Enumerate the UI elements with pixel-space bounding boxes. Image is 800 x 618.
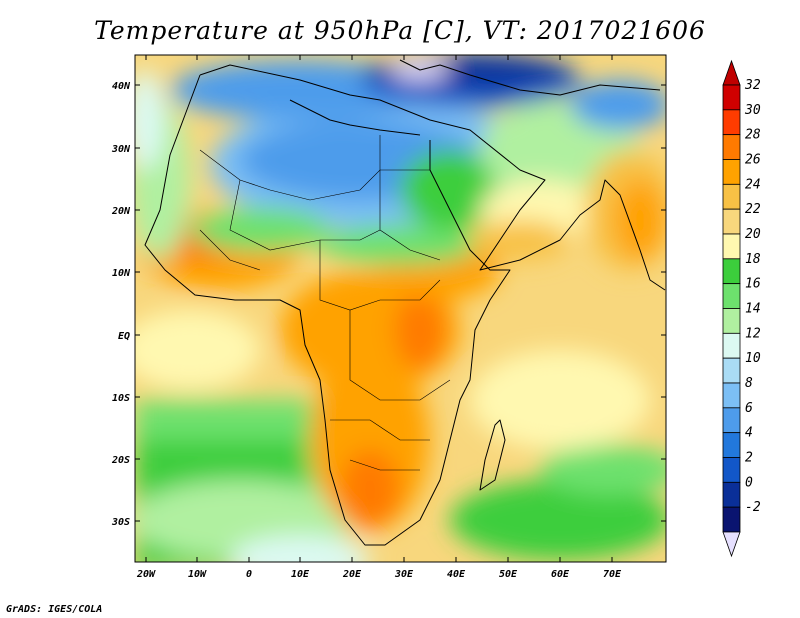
- colorbar-swatch: [722, 357, 741, 384]
- lon-label-0: 0: [246, 569, 252, 580]
- lon-label-40e: 40E: [447, 569, 466, 580]
- colorbar-swatch: [722, 283, 741, 309]
- colorbar-label: 2: [745, 451, 753, 466]
- colorbar-label: 8: [745, 376, 753, 391]
- colorbar-swatch: [722, 134, 741, 160]
- map-title: Temperature at 950hPa [C], VT: 201702160…: [94, 16, 706, 45]
- colorbar-label: 20: [745, 227, 761, 242]
- lat-label-eq: EQ: [118, 331, 130, 342]
- colorbar-top-arrow: [722, 59, 741, 86]
- colorbar-swatch: [722, 332, 741, 359]
- colorbar-swatch: [722, 84, 741, 111]
- colorbar-swatch: [722, 382, 741, 409]
- colorbar-swatch: [722, 159, 741, 185]
- lon-label-20w: 20W: [136, 569, 156, 580]
- colorbar-label: 32: [744, 78, 761, 93]
- colorbar-swatch: [722, 183, 741, 210]
- colorbar-swatch: [722, 407, 741, 434]
- colorbar-swatch: [722, 208, 741, 235]
- lon-label-10e: 10E: [291, 569, 310, 580]
- lat-label-10n: 10N: [112, 268, 131, 279]
- colorbar-label: 28: [745, 128, 761, 143]
- coastlines: [144, 59, 666, 546]
- lon-label-60e: 60E: [551, 569, 570, 580]
- colorbar-label: 18: [745, 252, 761, 267]
- lon-label-20e: 20E: [342, 569, 362, 580]
- colorbar-swatch: [722, 481, 741, 508]
- colorbar-label: 6: [745, 401, 753, 416]
- colorbar-label: 24: [745, 177, 761, 192]
- country-borders: [199, 135, 451, 471]
- colorbar-label: 0: [745, 475, 753, 490]
- plot-frame: [134, 54, 667, 563]
- colorbar-swatch: [722, 506, 741, 533]
- colorbar-label: 30: [744, 103, 761, 118]
- colorbar-swatch: [722, 233, 741, 260]
- colorbar-label: 26: [745, 153, 761, 168]
- colorbar-swatch: [722, 109, 741, 136]
- colorbar-swatch: [722, 258, 741, 285]
- lat-label-30s: 30S: [111, 517, 130, 528]
- temperature-field: [135, 55, 666, 562]
- lat-label-40n: 40N: [112, 81, 131, 92]
- lon-label-30e: 30E: [394, 569, 414, 580]
- lat-label-30n: 30N: [111, 144, 131, 155]
- grads-credit: GrADS: IGES/COLA: [6, 604, 103, 615]
- colorbar-label: 22: [745, 202, 761, 217]
- colorbar-label: 14: [745, 302, 761, 317]
- lat-label-20s: 20S: [111, 455, 130, 466]
- colorbar-label: 16: [745, 277, 761, 292]
- lon-label-10w: 10W: [188, 569, 207, 580]
- lat-axis: 40N 30N 20N 10N EQ 10S 20S 30S: [111, 81, 666, 528]
- colorbar-label: 12: [745, 326, 761, 341]
- colorbar-bottom-arrow: [722, 531, 741, 558]
- lat-label-20n: 20N: [111, 206, 131, 217]
- colorbar-label: 10: [745, 351, 761, 366]
- lat-label-10s: 10S: [112, 393, 130, 404]
- colorbar-swatch: [722, 308, 741, 334]
- colorbar-swatch: [722, 432, 741, 458]
- colorbar-swatch: [722, 457, 741, 483]
- lon-axis: 20W 10W 0 10E 20E 30E 40E 50E 60E 70E: [136, 55, 622, 580]
- colorbar-label: -2: [745, 500, 761, 515]
- lon-label-50e: 50E: [499, 569, 518, 580]
- colorbar-label: 4: [745, 426, 753, 441]
- lon-label-70e: 70E: [603, 569, 622, 580]
